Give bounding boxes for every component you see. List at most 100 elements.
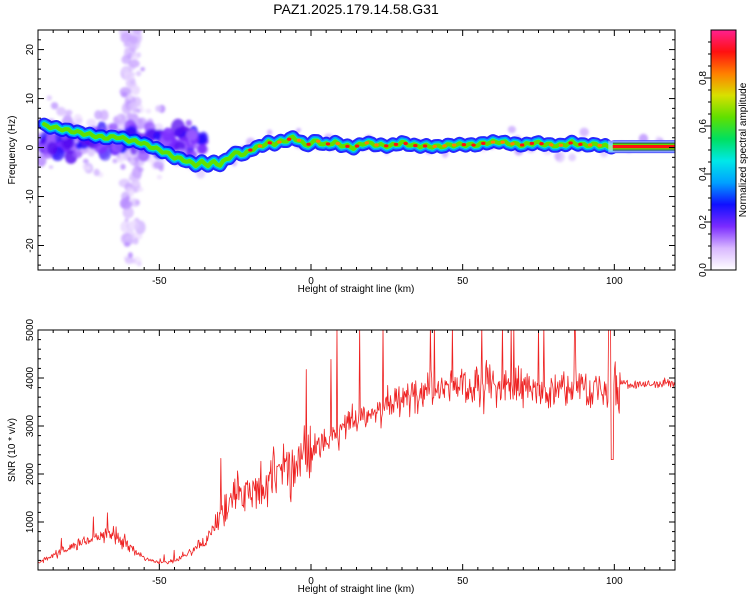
ridge-peak [481,141,486,145]
spectrogram-x-axis-label: Height of straight line (km) [298,284,415,295]
spectrogram-blob [155,105,162,113]
ridge-peak [354,144,360,148]
colorbar-tick-label: 0.4 [698,167,709,181]
spectrogram-blob [132,165,143,179]
spectrogram-blob [116,154,121,159]
y-tick-label: 3000 [25,414,36,437]
ridge-peak [549,143,554,147]
spectrogram-blob [73,113,83,126]
spectrogram-blob [127,252,133,259]
x-tick-label: 100 [606,276,623,287]
ridge-peak [277,140,282,144]
spectrogram-blob [121,55,131,65]
ridge-peak [587,143,593,147]
spectrogram-blob [46,135,54,142]
ridge-peak [558,143,564,147]
spectrogram-noise-blobs [38,30,675,267]
spectrogram-blob [171,118,185,137]
spectrogram-blob [86,118,97,128]
ridge-peak [529,141,535,145]
spectrogram-blob [128,59,140,68]
y-tick-label: -20 [25,238,36,253]
spectrogram-blob [153,131,162,141]
ridge-peak [432,144,437,149]
x-tick-label: -50 [152,276,167,287]
spectrogram-y-ticks: -20 -10 0 10 20 [25,29,675,266]
ridge-peak [335,142,340,146]
ridge-peak [422,144,428,148]
spectrogram-blob [120,191,130,202]
spectrogram-blob [156,174,163,180]
spectrogram-blob [579,127,589,137]
ridge-peak [316,139,321,143]
spectrogram-blob [48,165,54,169]
ridge-peak [296,138,302,142]
spectrogram-blob [124,218,129,222]
spectrogram-blob [153,161,165,169]
colorbar-tick-label: 0.2 [698,215,709,229]
spectrogram-blob [161,127,175,142]
spectrogram-blob [126,112,133,120]
ridge-peak [267,141,272,145]
spectrogram-blob [186,129,198,141]
spectrogram-blob [136,108,141,114]
y-tick-label: 1000 [25,510,36,533]
spectrogram-blob [63,113,72,123]
spectrogram-blob [112,158,118,164]
spectrogram-blob [132,180,141,187]
spectrogram-blob [126,79,137,89]
snr-x-ticks: -50 0 50 100 [37,330,676,587]
spectrogram-ridge [38,117,675,173]
snr-y-ticks: 1000 2000 3000 4000 5000 [25,318,675,561]
spectrogram-blob [121,200,132,210]
x-tick-label: -50 [152,576,167,587]
ridge-peak [568,141,573,145]
spectrogram-blob [136,187,144,192]
spectrogram-blob [145,108,152,114]
spectrogram-blob [93,168,100,177]
spectrogram-blob [296,127,302,132]
spectrogram-blob [46,95,52,101]
spectrogram-blob [123,42,130,47]
spectrogram-blob [266,129,273,136]
ridge-peak [384,144,389,148]
ridge-peak [374,143,379,147]
spectrogram-blob [117,114,122,121]
spectrogram-x-ticks: -50 0 50 100 [37,30,676,287]
spectrogram-blob [118,178,131,188]
ridge-peak [597,143,602,147]
spectrogram-blob [46,141,58,155]
ridge-peak [539,142,544,146]
snr-plot-area [38,330,675,570]
colorbar-tick-label: 0.6 [698,119,709,133]
ridge-peak [393,142,399,146]
spectrogram-blob [38,144,46,150]
spectrogram-blob [83,158,89,164]
ridge-peak [471,143,476,147]
spectrogram-blob [190,142,199,149]
spectrogram-blob [120,32,132,44]
spectrogram-y-axis-label: Frequency (Hz) [7,116,18,185]
spectrogram-blob [122,206,134,219]
spectrogram-blob [132,237,139,245]
spectrogram-blob [507,125,516,134]
spectrogram-blob [72,150,82,159]
colorbar: 0.0 0.2 0.4 0.6 0.8 Normalized spectral ampl… [698,29,749,277]
ridge-peak [306,142,311,146]
ridge-peak [490,140,496,144]
spectrogram-blob [127,93,133,100]
spectrogram-blob [119,86,132,97]
ridge-peak [286,137,292,141]
spectrogram-blob [124,235,132,243]
ridge-peak [510,142,515,146]
snr-x-axis-label: Height of straight line (km) [298,584,415,595]
x-tick-label: 50 [457,576,469,587]
spectrogram-blob [121,66,130,76]
spectrogram-blob [75,141,83,150]
spectrogram-blob [140,66,146,72]
y-tick-label: -10 [25,189,36,204]
ridge-peak [345,144,350,148]
ridge-peak [364,141,370,145]
ridge-peak [451,143,457,147]
spectrogram-panel: -50 0 50 100 -20 -10 0 10 20 Height of straight… [7,29,676,295]
